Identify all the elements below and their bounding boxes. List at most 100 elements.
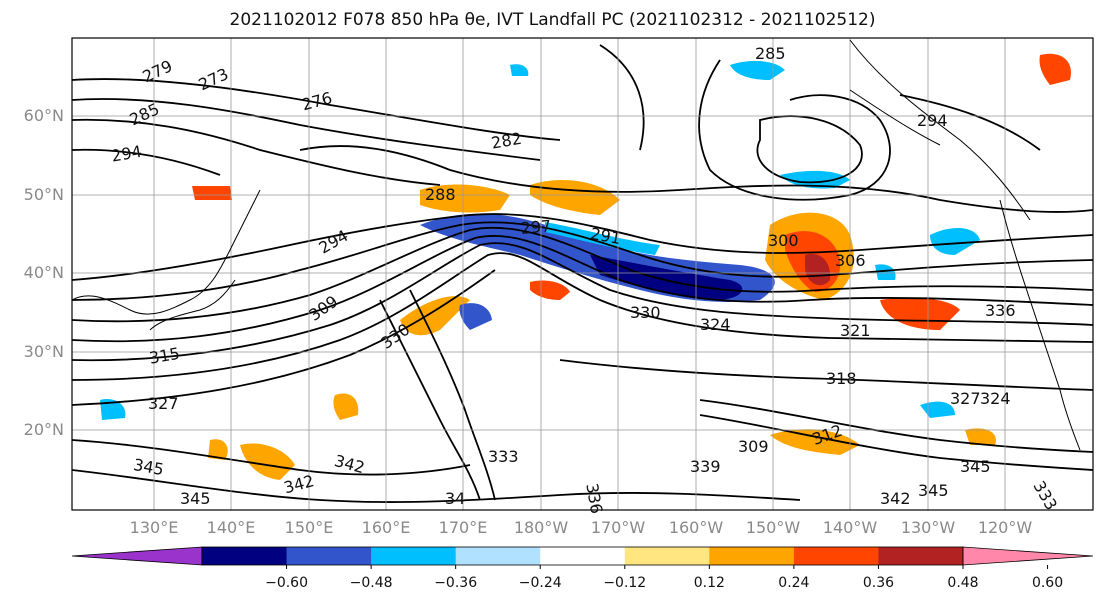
contour-label: 297 [519,216,552,238]
colorbar-frame [201,546,964,566]
map-frame [71,37,1094,511]
contour-label: 318 [826,369,857,388]
colorbar-extend-high [962,546,1094,566]
lon-label: 150°E [284,518,334,537]
contour-label: 309 [738,437,769,456]
contour-label: 339 [690,457,721,476]
negative-pc-light [545,222,660,255]
lon-label: 140°W [822,518,878,537]
lon-label: 130°E [129,518,179,537]
contour-line [409,289,496,501]
positive-patch [1039,53,1071,85]
colorbar-tick-label: 0.24 [778,575,810,591]
colorbar-tick-label: −0.24 [518,575,562,591]
contour-label: 300 [768,231,799,250]
contour-label: 345 [960,457,991,476]
pc-shading [100,53,1071,480]
contour-label: 336 [582,481,607,516]
lat-label: 60°N [23,106,64,125]
lat-label: 20°N [23,420,64,439]
contour-line [599,44,645,151]
positive-pc-max [805,253,831,286]
contour-label: 345 [180,489,211,508]
lon-label: 160°E [361,518,411,537]
colorbar [71,546,1094,569]
positive-patch [770,429,860,455]
colorbar-segment [793,547,879,565]
lon-label: 140°E [206,518,256,537]
contour-line [72,98,541,161]
contour-label: 345 [918,481,949,500]
contour-label: 321 [840,321,871,340]
contour-label: 336 [985,301,1016,320]
contour-label: 327 [950,389,981,408]
contour-label: 330 [630,303,661,322]
contour-label: 294 [917,111,948,130]
colorbar-tick-label: −0.48 [349,575,393,591]
contour-line [72,118,441,186]
lon-label: 170°E [438,518,488,537]
contour-line [72,439,471,476]
colorbar-segment [202,547,288,565]
positive-patch [530,180,620,215]
contour-label: 34 [445,489,466,508]
contour-line [698,59,891,201]
negative-patch [780,170,850,189]
contour-line [756,115,863,184]
contour-label: 342 [880,489,911,508]
positive-patch [333,393,359,420]
colorbar-tick-label: 0.12 [693,575,725,591]
contour-line [72,226,1093,323]
positive-patch [530,280,570,300]
japan-coast [149,279,236,331]
contour-line [72,242,1093,362]
coastlines [72,39,1081,451]
contour-line [299,145,1093,213]
negative-patch [930,228,980,255]
lat-label: 50°N [23,185,64,204]
colorbar-segment [455,547,541,565]
negative-patch [459,303,492,330]
contour-label: 285 [755,44,786,63]
colorbar-segment [624,547,710,565]
positive-patch [400,296,470,336]
negative-patch [920,401,955,418]
colorbar-segment [878,547,964,565]
contour-line [72,269,496,406]
colorbar-tick-label: 0.60 [1031,575,1064,591]
contour-label: 324 [980,389,1011,408]
contour-label: 333 [488,447,519,466]
colorbar-tick-label: 0.48 [947,575,979,591]
contour-line [72,252,1093,381]
colorbar-tick-label: 0.36 [862,575,895,591]
contour-line [899,94,1041,151]
positive-patch [965,428,996,445]
contour-label: 327 [148,394,179,413]
colorbar-extend-low [71,546,203,566]
contour-line [699,399,1093,453]
contour-label: 288 [425,185,456,204]
lon-label: 180°W [513,518,569,537]
graticule [72,38,1093,510]
contour-line [72,469,801,503]
positive-patch [240,443,295,480]
negative-patch [875,264,896,280]
positive-patch [420,184,510,213]
lon-label: 170°W [590,518,646,537]
colorbar-segment [540,547,626,565]
negative-patch [730,60,785,80]
contour-line [72,221,1093,301]
colorbar-segment [709,547,795,565]
contour-line [72,213,1093,281]
alaska-coast [849,39,1031,221]
contour-line [72,148,221,176]
lon-label: 160°W [668,518,724,537]
contour-label: 306 [835,251,866,270]
lon-label: 150°W [745,518,801,537]
colorbar-tick-label: −0.36 [434,575,478,591]
asia-coast [72,189,261,315]
contour-line [699,414,1093,471]
contour-line [379,299,481,501]
aleutians [849,89,941,146]
map-title: 2021102012 F078 850 hPa θe, IVT Landfall… [229,10,876,30]
